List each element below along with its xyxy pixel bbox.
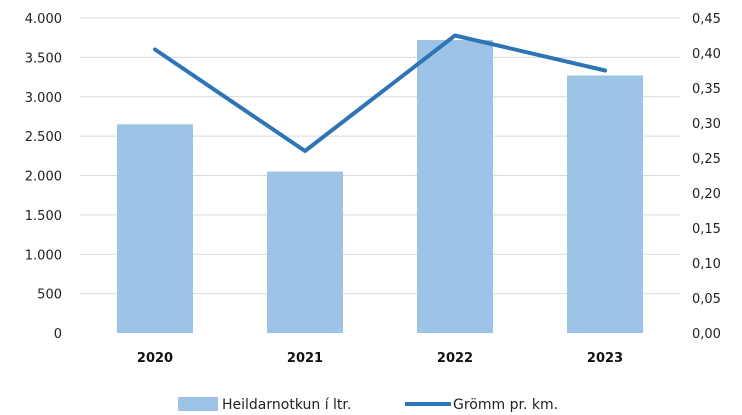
category-label: 2022	[437, 351, 473, 366]
category-label: 2021	[287, 351, 323, 366]
right-tick-label: 0,30	[692, 117, 721, 132]
left-tick-label: 3.000	[25, 91, 62, 106]
right-tick-label: 0,15	[692, 222, 721, 237]
right-tick-label: 0,00	[692, 327, 721, 342]
left-tick-label: 3.500	[25, 51, 62, 66]
right-axis-ticks: 0,00 0,05 0,10 0,15 0,20 0,25 0,30 0,35 0,40 0,45	[692, 12, 721, 342]
line-series	[153, 33, 607, 153]
bar-2023	[567, 75, 643, 334]
right-tick-label: 0,45	[692, 12, 721, 27]
legend-swatch-bar	[178, 397, 218, 411]
right-tick-label: 0,05	[692, 292, 721, 307]
left-tick-label: 2.500	[25, 130, 62, 145]
right-tick-label: 0,10	[692, 257, 721, 272]
right-tick-label: 0,35	[692, 82, 721, 97]
left-tick-label: 4.000	[25, 12, 62, 27]
legend: Heildarnotkun í ltr. Grömm pr. km.	[178, 397, 558, 413]
right-tick-label: 0,20	[692, 187, 721, 202]
bar-2022	[417, 40, 493, 334]
bar-2020	[117, 124, 193, 333]
left-tick-label: 1.500	[25, 209, 62, 224]
left-tick-label: 500	[37, 288, 62, 303]
bar-2021	[267, 171, 343, 333]
left-tick-label: 2.000	[25, 170, 62, 185]
line-grams-per-km	[153, 33, 607, 153]
left-tick-label: 1.000	[25, 248, 62, 263]
legend-label-bar: Heildarnotkun í ltr.	[222, 397, 351, 413]
right-tick-label: 0,40	[692, 47, 721, 62]
legend-label-line: Grömm pr. km.	[453, 397, 558, 413]
left-tick-label: 0	[54, 327, 62, 342]
right-tick-label: 0,25	[692, 152, 721, 167]
bars	[117, 40, 643, 334]
category-labels: 2020 2021 2022 2023	[137, 351, 623, 366]
category-label: 2020	[137, 351, 173, 366]
left-axis-ticks: 0 500 1.000 1.500 2.000 2.500 3.000 3.500 4.000	[25, 12, 62, 342]
category-label: 2023	[587, 351, 623, 366]
